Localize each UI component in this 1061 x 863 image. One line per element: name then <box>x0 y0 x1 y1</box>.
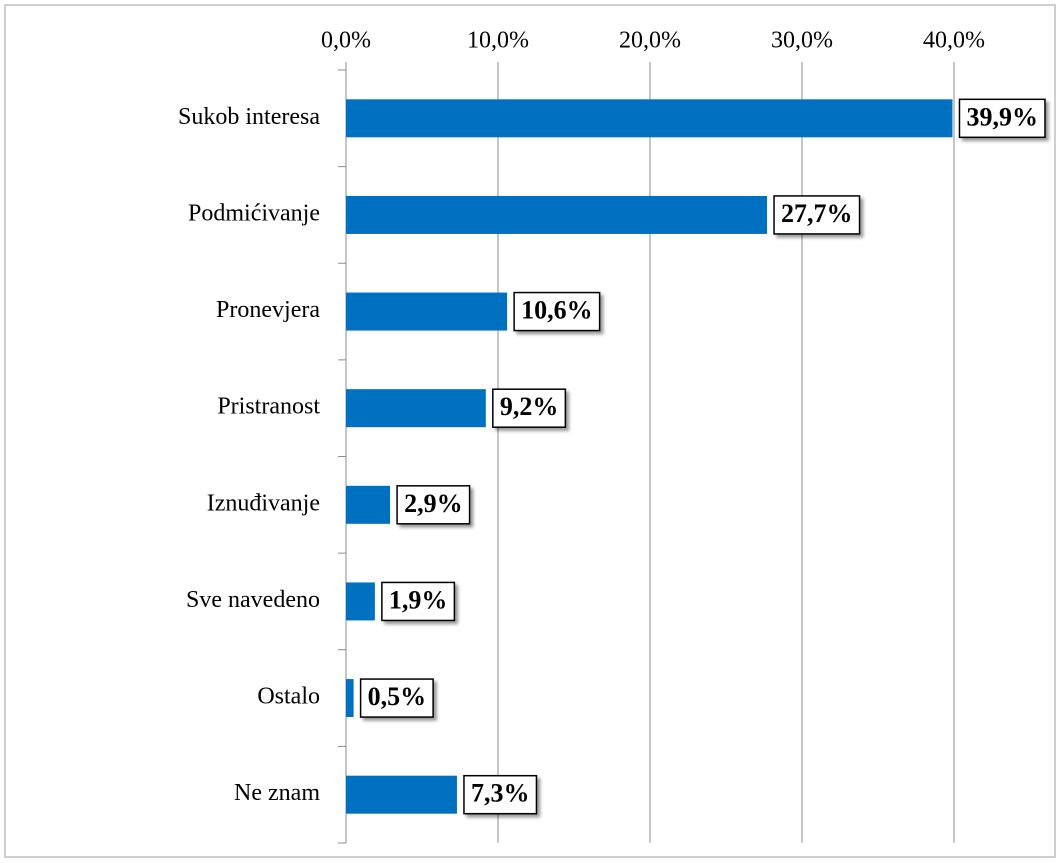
y-tick-label: Ostalo <box>257 684 320 710</box>
x-tick-label: 30,0% <box>771 28 833 54</box>
data-label: 9,2% <box>500 392 558 421</box>
data-label-box <box>492 388 567 428</box>
data-label-group: 27,7% <box>773 195 861 235</box>
data-label-box <box>513 291 601 332</box>
y-tick-label: Pronevjera <box>216 297 320 323</box>
data-label: 2,9% <box>404 489 463 518</box>
data-label-group: 0,5% <box>359 678 434 718</box>
bar <box>346 195 768 234</box>
data-label-group: 39,9% <box>958 98 1046 139</box>
data-label-group: 1,9% <box>381 581 456 622</box>
y-tick-label: Iznuđivanje <box>207 490 320 516</box>
data-label-box <box>463 774 538 815</box>
data-label-group: 7,3% <box>463 774 538 815</box>
data-label: 27,7% <box>781 199 853 228</box>
data-label-group: 10,6% <box>513 291 601 332</box>
data-label-box <box>773 195 861 235</box>
y-tick-label: Ne znam <box>234 780 320 806</box>
bar <box>346 679 354 718</box>
x-tick-label: 20,0% <box>619 28 681 54</box>
data-label: 0,5% <box>368 682 427 711</box>
bar <box>346 485 391 524</box>
y-tick-label: Pristranost <box>217 394 320 420</box>
y-tick-label: Sukob interesa <box>178 104 320 130</box>
data-label-box <box>381 581 456 622</box>
bar <box>346 775 457 814</box>
x-tick-label: 0,0% <box>321 28 371 54</box>
data-label: 39,9% <box>966 102 1038 131</box>
data-label-box <box>396 485 471 525</box>
data-label: 7,3% <box>471 779 529 808</box>
x-tick-label: 40,0% <box>923 28 985 54</box>
data-label: 1,9% <box>389 585 448 614</box>
chart-frame <box>4 4 1056 858</box>
data-label: 10,6% <box>521 296 593 325</box>
x-tick-label: 10,0% <box>467 28 529 54</box>
bar <box>346 99 953 138</box>
data-label-box <box>958 98 1046 139</box>
bar <box>346 582 375 621</box>
data-label-box <box>359 678 434 718</box>
bar <box>346 389 486 428</box>
bar <box>346 292 508 331</box>
data-label-group: 9,2% <box>492 388 567 428</box>
data-label-group: 2,9% <box>396 485 471 525</box>
y-tick-label: Sve navedeno <box>186 587 320 613</box>
y-tick-label: Podmićivanje <box>188 200 320 226</box>
